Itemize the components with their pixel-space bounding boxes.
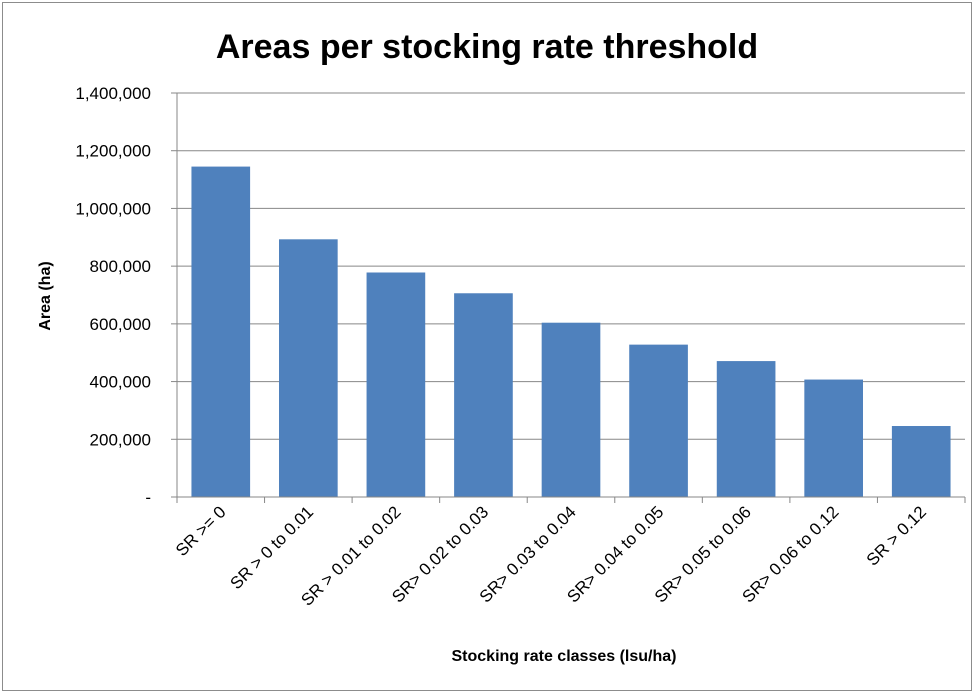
y-tick-label: 800,000: [90, 257, 151, 276]
x-axis-label: Stocking rate classes (lsu/ha): [452, 648, 677, 665]
chart-title: Areas per stocking rate threshold: [216, 28, 758, 66]
bar: [804, 379, 863, 497]
bar: [279, 239, 338, 497]
bars: [191, 166, 951, 498]
y-tick-label: 400,000: [90, 373, 151, 392]
x-tick-label: SR > 0.12: [863, 502, 930, 569]
y-tick-label: 200,000: [90, 430, 151, 449]
x-tick-label: SR> 0.06 to 0.12: [738, 502, 842, 606]
bar: [629, 344, 688, 497]
bar: [716, 361, 776, 497]
x-tick-label: SR > 0 to 0.01: [227, 502, 318, 593]
bar: [541, 322, 601, 497]
y-tick-label: 1,400,000: [75, 84, 151, 103]
y-axis-label: Area (ha): [37, 261, 54, 330]
x-tick-label: SR >= 0: [172, 502, 230, 560]
y-tick-label: 600,000: [90, 315, 151, 334]
y-tick-label: 1,200,000: [75, 142, 151, 161]
bar: [366, 272, 426, 497]
bar: [454, 293, 513, 497]
y-tick-label: -: [145, 488, 151, 507]
y-tick-label: 1,000,000: [75, 199, 151, 218]
y-tick-labels: - 200,000 400,000 600,000 800,000 1,000,000 1,…: [75, 84, 151, 507]
bar: [191, 166, 251, 498]
axes: [171, 92, 966, 503]
bar: [891, 426, 951, 497]
